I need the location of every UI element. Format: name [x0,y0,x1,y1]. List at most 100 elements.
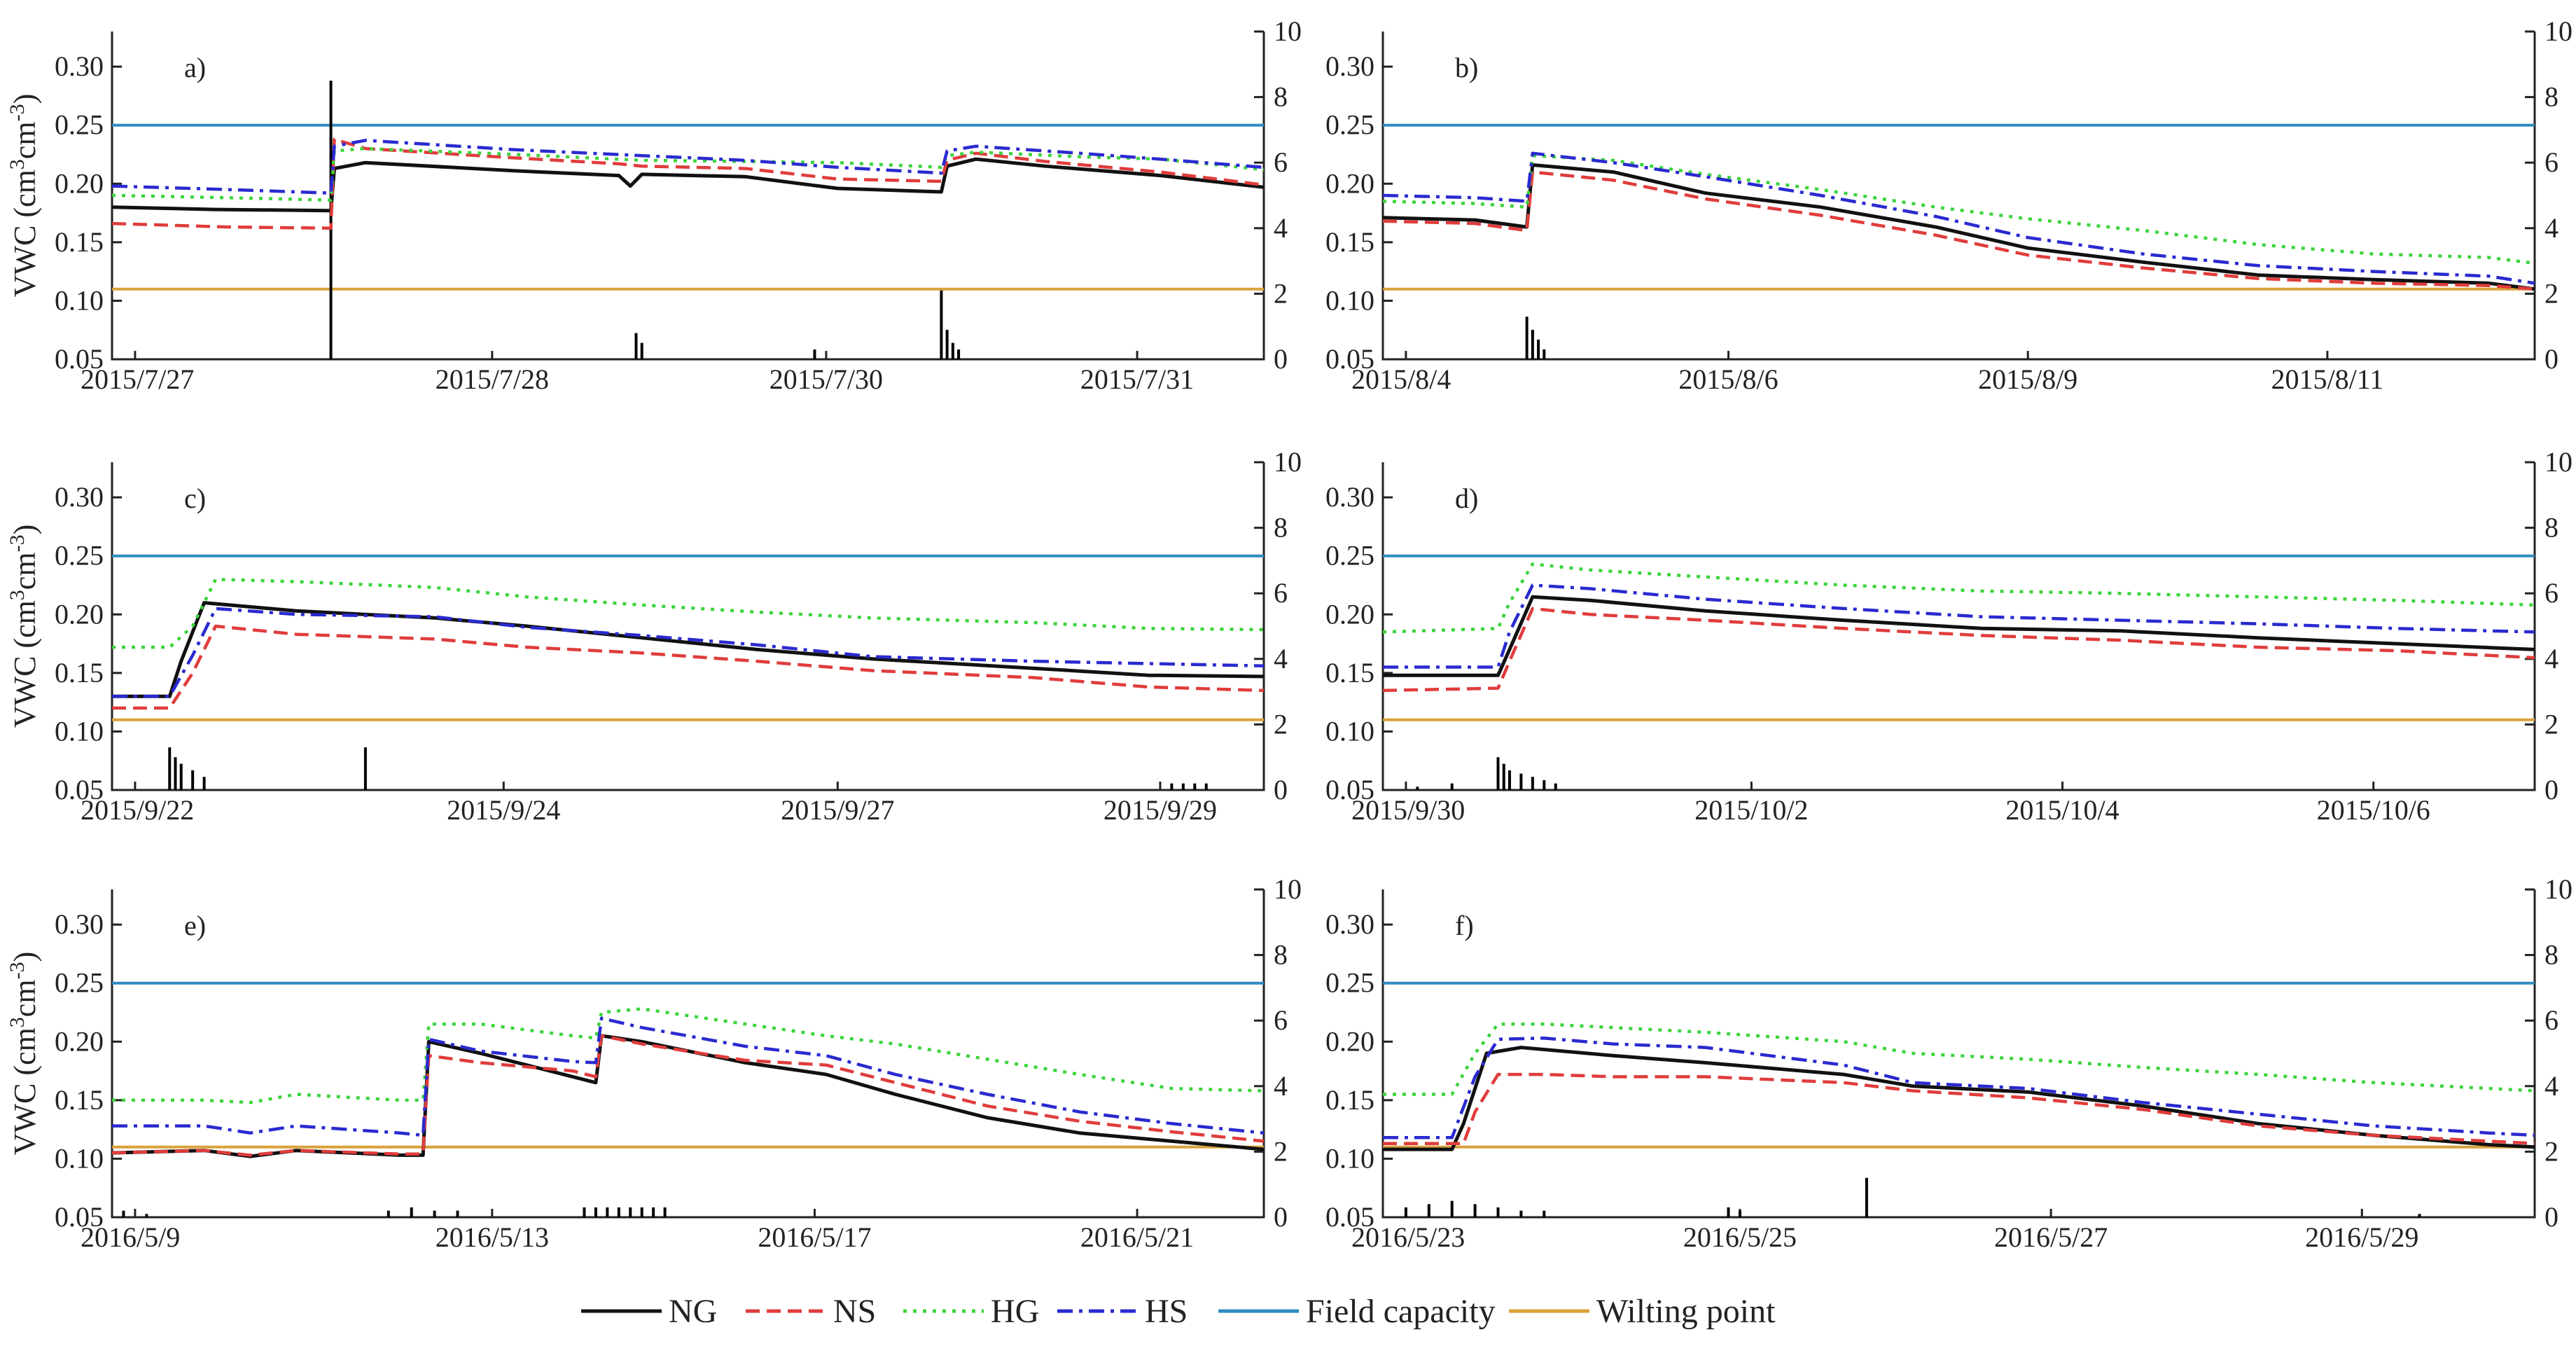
precip-bar [583,1207,586,1217]
precip-bar [1450,783,1454,790]
series-line-hs [1382,151,2535,285]
y2-tick-label: 8 [2544,81,2558,113]
precip-bar [629,1207,632,1217]
y-tick-label: 0.20 [55,167,104,199]
y-axis-title-part: VWC (cm [8,169,42,297]
y2-tick-label: 6 [2544,146,2558,178]
y2-tick-label: 6 [1274,1004,1288,1036]
precip-bar [640,342,643,359]
panel-label: c) [184,483,206,514]
panel-c: 0.05 0.10 0.15 0.20 0.25 0.30 0 2 4 6 8 10 2015/9/22… [6,446,1302,826]
panel-label: f) [1455,910,1474,941]
axes-frame [111,889,1265,1219]
x-date-label: 2015/7/30 [770,363,883,395]
precip-bar [174,757,177,790]
panel-d: 0.05 0.10 0.15 0.20 0.25 0.30 0 2 4 6 8 10 2015/9/30… [1325,446,2576,826]
y2-tick-label: 0 [1274,1201,1288,1233]
x-date-label: 2016/5/25 [1683,1221,1797,1253]
series-line-hg [1382,153,2535,265]
axes-frame [1381,889,2536,1219]
y-tick-label: 0.10 [55,1142,104,1174]
y-tick-label: 0.05 [1325,774,1374,805]
axes-frame [1381,32,2536,361]
precip-bar [1404,1207,1407,1217]
precip-bar [813,349,816,359]
y2-axis-title: Precipitation (mm) [2574,936,2576,1170]
y-tick-label: 0.05 [55,1201,104,1233]
y-tick-label: 0.20 [55,1025,104,1057]
precip-bar [1502,763,1505,790]
y-axis-title-superscript: -3 [6,104,29,121]
y2-tick-label: 4 [2544,212,2558,244]
y-tick-label: 0.15 [55,1084,104,1116]
precip-bar [1170,783,1174,790]
series-line-ns [1382,170,2535,291]
precip-bar [1537,339,1540,359]
y2-tick-label: 8 [2544,512,2558,543]
y2-tick-label: 0 [1274,343,1288,375]
precip-bar [957,349,961,359]
y-axis-title-superscript: -3 [6,534,29,552]
y2-tick-label: 10 [2544,446,2572,478]
y2-tick-label: 8 [1274,512,1288,543]
y-tick-label: 0.30 [1325,50,1374,82]
panel-b: 0.05 0.10 0.15 0.20 0.25 0.30 0 2 4 6 8 10 2015/8/4 2… [1325,15,2576,395]
y-axis-title-superscript: 3 [6,1017,29,1027]
y-tick-label: 0.15 [1325,226,1374,258]
y2-tick-label: 2 [1274,1135,1288,1167]
precip-bar [606,1207,609,1217]
y-tick-label: 0.05 [1325,343,1374,375]
precip-bar [1427,1204,1430,1217]
y-tick-label: 0.10 [1325,1142,1374,1174]
panel-label: b) [1455,52,1478,83]
y2-tick-label: 2 [1274,708,1288,740]
x-date-label: 2016/5/17 [758,1221,871,1253]
y-tick-label: 0.20 [1325,598,1374,630]
x-date-label: 2015/7/28 [436,363,549,395]
y-axis-title-part: ) [8,952,42,962]
x-date-label: 2016/5/21 [1080,1221,1194,1253]
y-tick-label: 0.30 [1325,481,1374,513]
series-line-hs [112,1016,1265,1137]
precip-bar [640,1207,643,1217]
precip-bar [594,1207,597,1217]
x-date-label: 2015/9/27 [781,794,894,826]
y-tick-label: 0.30 [55,908,104,940]
precip-bar [168,747,172,790]
precip-bar [940,290,943,359]
y2-axis-title: Precipitation (mm) [2574,78,2576,312]
precip-bar [1543,1210,1546,1217]
y-tick-label: 0.20 [55,598,104,630]
precip-bar [179,763,183,790]
y-tick-label: 0.05 [55,774,104,805]
y-tick-label: 0.20 [1325,167,1374,199]
precip-bar [663,1207,667,1217]
precip-bar [951,342,954,359]
precip-bar [1531,329,1534,359]
x-date-label: 2016/5/13 [436,1221,549,1253]
x-date-label: 2015/9/24 [447,794,560,826]
y-tick-label: 0.15 [55,226,104,258]
series-line-hg [1382,562,2535,634]
y2-tick-label: 8 [2544,939,2558,971]
y-tick-label: 0.30 [1325,908,1374,940]
precip-bar [1738,1210,1741,1217]
precip-bar [1508,770,1511,790]
legend-label: HG [991,1293,1039,1330]
y2-tick-label: 4 [1274,643,1288,674]
y-axis-title: VWC (cm3cm-3) [6,525,42,728]
y-tick-label: 0.05 [55,343,104,375]
y2-tick-label: 2 [1274,277,1288,309]
y-tick-label: 0.10 [1325,715,1374,747]
series-line-hg [112,1007,1265,1104]
x-date-label: 2015/8/4 [1351,363,1451,395]
y2-tick-label: 10 [1274,15,1302,47]
y-axis-title-part: cm [8,552,42,590]
y2-tick-label: 6 [2544,577,2558,609]
x-date-label: 2015/10/6 [2317,794,2430,826]
y-tick-label: 0.25 [55,967,104,999]
precip-bar [410,1207,413,1217]
y2-tick-label: 0 [2544,1201,2558,1233]
precip-bar [456,1210,459,1217]
